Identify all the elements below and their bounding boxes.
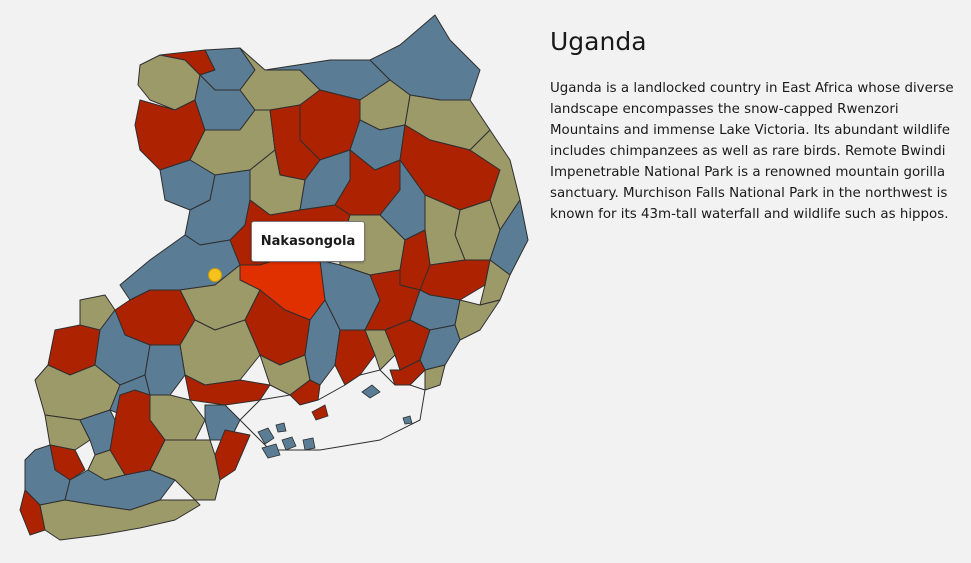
tooltip-label: Nakasongola bbox=[260, 234, 356, 249]
district[interactable] bbox=[214, 429, 251, 481]
district[interactable] bbox=[364, 329, 396, 371]
island bbox=[261, 443, 281, 459]
island bbox=[311, 404, 329, 421]
island bbox=[402, 415, 413, 425]
district[interactable] bbox=[144, 344, 186, 396]
district[interactable] bbox=[424, 364, 446, 391]
island bbox=[257, 427, 275, 445]
country-info-panel: Uganda Uganda is a landlocked country in… bbox=[550, 26, 960, 225]
district[interactable] bbox=[489, 199, 529, 276]
district[interactable] bbox=[454, 299, 501, 341]
district[interactable] bbox=[44, 414, 91, 451]
uganda-map[interactable] bbox=[0, 0, 540, 563]
country-title: Uganda bbox=[550, 27, 647, 56]
island bbox=[361, 384, 381, 399]
district-tooltip: Nakasongola bbox=[251, 221, 365, 262]
uganda-map-svg[interactable] bbox=[0, 0, 540, 563]
country-description: Uganda is a landlocked country in East A… bbox=[550, 81, 954, 222]
district[interactable] bbox=[419, 259, 491, 301]
district[interactable] bbox=[479, 259, 511, 306]
island bbox=[302, 437, 316, 451]
island bbox=[275, 422, 287, 433]
district[interactable] bbox=[179, 319, 261, 386]
island bbox=[281, 436, 297, 451]
location-marker-icon[interactable] bbox=[208, 268, 222, 282]
district[interactable] bbox=[39, 499, 201, 541]
district[interactable] bbox=[184, 374, 271, 406]
lake-victoria bbox=[239, 369, 426, 451]
